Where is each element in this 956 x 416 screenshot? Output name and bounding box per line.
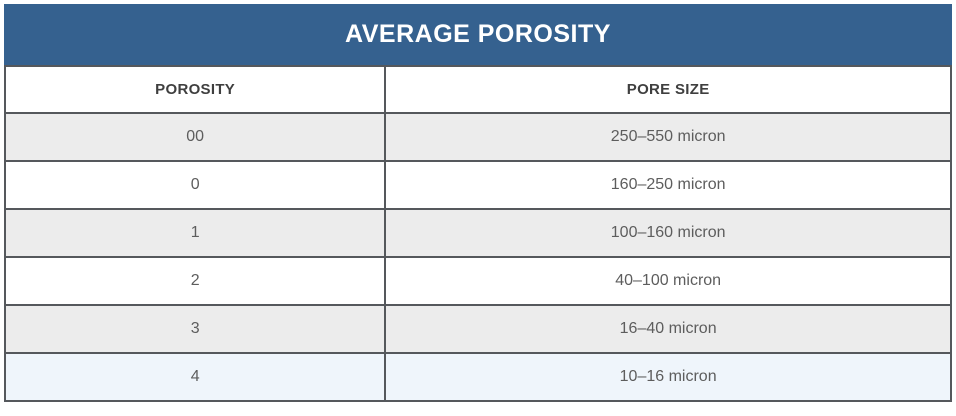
porosity-cell: 4 xyxy=(3,352,387,402)
table-row: 4 10–16 micron xyxy=(3,352,952,402)
pore-size-cell: 16–40 micron xyxy=(384,304,952,354)
table-row: 3 16–40 micron xyxy=(3,304,952,354)
table-title-bar: AVERAGE POROSITY xyxy=(4,4,952,65)
table-row: 0 160–250 micron xyxy=(3,160,952,210)
pore-size-cell: 40–100 micron xyxy=(384,256,952,306)
table-row: 00 250–550 micron xyxy=(3,112,952,162)
header-row: POROSITY PORE SIZE xyxy=(3,65,952,114)
column-header-pore-size: PORE SIZE xyxy=(384,65,952,114)
table-header: POROSITY PORE SIZE xyxy=(3,65,952,114)
pore-size-cell: 250–550 micron xyxy=(384,112,952,162)
pore-size-cell: 10–16 micron xyxy=(384,352,952,402)
porosity-cell: 3 xyxy=(3,304,387,354)
porosity-cell: 0 xyxy=(3,160,387,210)
table-body: 00 250–550 micron 0 160–250 micron 1 100… xyxy=(3,112,952,402)
page-title: AVERAGE POROSITY xyxy=(345,20,611,48)
porosity-cell: 00 xyxy=(3,112,387,162)
pore-size-cell: 160–250 micron xyxy=(384,160,952,210)
table-row: 2 40–100 micron xyxy=(3,256,952,306)
table-row: 1 100–160 micron xyxy=(3,208,952,258)
porosity-cell: 1 xyxy=(3,208,387,258)
column-header-porosity: POROSITY xyxy=(3,65,387,114)
porosity-cell: 2 xyxy=(3,256,387,306)
porosity-table: POROSITY PORE SIZE 00 250–550 micron 0 1… xyxy=(3,65,952,402)
pore-size-cell: 100–160 micron xyxy=(384,208,952,258)
average-porosity-table: AVERAGE POROSITY POROSITY PORE SIZE 00 2… xyxy=(3,4,952,402)
